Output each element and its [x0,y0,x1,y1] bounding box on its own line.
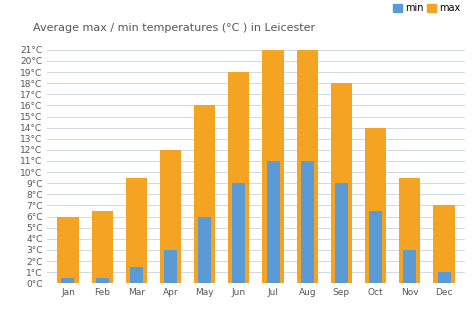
Bar [96,278,109,283]
Bar [399,178,420,283]
Bar [160,150,181,283]
Bar [365,128,386,283]
Bar [198,217,211,283]
Bar [331,83,352,283]
Bar [301,161,314,283]
Bar [232,183,246,283]
Bar [91,211,113,283]
Bar [403,250,416,283]
Bar [266,161,280,283]
Bar [438,272,450,283]
Bar [126,178,147,283]
Bar [263,50,283,283]
Bar [194,105,215,283]
Text: Average max / min temperatures (°C ) in Leicester: Average max / min temperatures (°C ) in … [33,23,315,33]
Bar [297,50,318,283]
Bar [62,278,74,283]
Bar [164,250,177,283]
Bar [57,217,79,283]
Bar [433,205,455,283]
Bar [130,267,143,283]
Legend: min, max: min, max [389,0,464,17]
Bar [369,211,382,283]
Bar [335,183,348,283]
Bar [228,72,249,283]
